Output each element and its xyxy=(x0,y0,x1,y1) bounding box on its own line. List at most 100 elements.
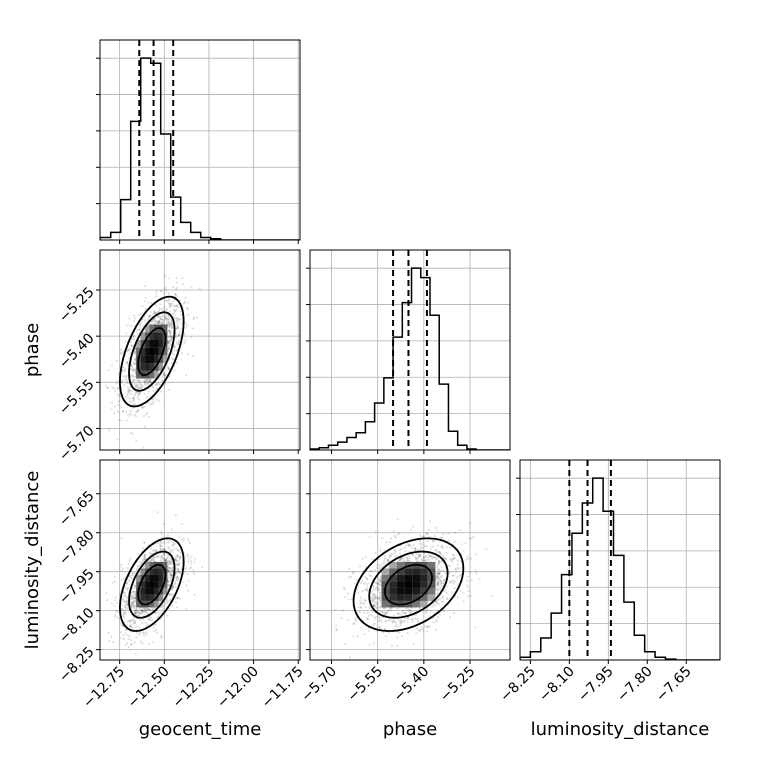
scatter-point xyxy=(395,607,398,611)
scatter-point xyxy=(141,642,144,645)
scatter-point xyxy=(462,600,465,603)
scatter-point xyxy=(138,322,142,325)
scatter-point xyxy=(127,348,130,351)
scatter-point xyxy=(141,618,144,621)
scatter-point xyxy=(131,603,135,606)
scatter-point xyxy=(179,317,182,321)
scatter-point xyxy=(440,545,443,548)
scatter-point xyxy=(167,298,171,301)
scatter-point xyxy=(435,618,438,621)
scatter-point xyxy=(176,596,179,599)
scatter-point xyxy=(431,540,435,543)
scatter-point xyxy=(135,411,138,414)
scatter-point xyxy=(422,629,425,632)
scatter-point xyxy=(449,557,452,560)
scatter-point xyxy=(176,326,180,329)
scatter-point xyxy=(431,545,435,548)
scatter-point xyxy=(129,400,132,403)
scatter-point xyxy=(384,556,387,560)
scatter-point xyxy=(134,612,137,615)
scatter-point xyxy=(187,560,190,563)
scatter-point xyxy=(134,392,137,395)
scatter-point xyxy=(126,597,129,600)
scatter-point xyxy=(165,307,168,311)
scatter-point xyxy=(130,401,133,404)
scatter-point xyxy=(440,580,443,583)
contour-2 xyxy=(352,537,465,632)
scatter-point xyxy=(173,305,176,308)
scatter-point xyxy=(143,379,147,383)
scatter-point xyxy=(139,611,142,615)
scatter-point xyxy=(132,599,135,602)
scatter-point xyxy=(439,582,442,585)
scatter-point xyxy=(366,577,369,580)
scatter-point xyxy=(364,599,367,602)
scatter-point xyxy=(440,536,443,539)
scatter-point xyxy=(159,544,162,547)
scatter-point xyxy=(149,552,152,555)
scatter-point xyxy=(436,557,439,561)
scatter-point xyxy=(450,580,454,583)
scatter-point xyxy=(167,317,170,320)
scatter-point xyxy=(140,612,143,615)
scatter-point xyxy=(143,425,146,428)
scatter-point xyxy=(344,596,347,599)
scatter-point xyxy=(440,560,443,563)
scatter-point xyxy=(121,369,124,372)
scatter-point xyxy=(131,406,134,410)
scatter-point xyxy=(113,411,116,415)
scatter-point xyxy=(113,405,116,408)
scatter-point xyxy=(149,378,153,381)
scatter-point xyxy=(384,612,387,615)
scatter-point xyxy=(163,373,166,376)
scatter-point xyxy=(169,540,172,543)
scatter-point xyxy=(187,579,190,582)
scatter-point xyxy=(129,352,132,355)
scatter-point xyxy=(132,572,135,575)
scatter-point xyxy=(172,346,176,349)
scatter-point xyxy=(175,276,178,280)
density-cell xyxy=(154,347,159,356)
scatter-point xyxy=(426,625,429,628)
scatter-point xyxy=(379,605,382,608)
scatter-point xyxy=(406,559,409,562)
scatter-point xyxy=(145,382,148,386)
scatter-point xyxy=(393,534,397,538)
scatter-point xyxy=(188,542,191,545)
scatter-point xyxy=(144,413,148,416)
scatter-point xyxy=(173,292,177,295)
scatter-point xyxy=(154,612,157,615)
contour-1 xyxy=(128,550,176,619)
scatter-point xyxy=(175,327,178,330)
scatter-point xyxy=(136,408,140,412)
scatter-point xyxy=(182,539,185,542)
scatter-point xyxy=(388,556,391,559)
scatter-point xyxy=(178,572,182,575)
scatter-point xyxy=(177,555,180,558)
scatter-point xyxy=(374,530,378,533)
scatter-point xyxy=(122,634,125,637)
scatter-point xyxy=(428,554,432,558)
scatter-point xyxy=(116,410,119,413)
scatter-point xyxy=(174,583,177,586)
scatter-point xyxy=(169,598,172,601)
scatter-point xyxy=(454,568,458,571)
scatter-point xyxy=(167,330,170,333)
scatter-point xyxy=(157,321,160,325)
scatter-point xyxy=(396,560,400,563)
scatter-point xyxy=(361,557,364,560)
scatter-point xyxy=(391,621,394,624)
scatter-point xyxy=(134,348,137,351)
scatter-point xyxy=(379,549,382,553)
scatter-point xyxy=(146,607,149,610)
scatter-point xyxy=(454,567,457,570)
scatter-point xyxy=(143,558,146,561)
scatter-point xyxy=(168,576,171,579)
scatter-point xyxy=(170,327,173,330)
scatter-point xyxy=(445,551,448,555)
scatter-point xyxy=(193,572,196,575)
scatter-point xyxy=(141,304,144,308)
scatter-point xyxy=(172,345,176,349)
scatter-point xyxy=(106,386,109,390)
scatter-point xyxy=(143,557,147,560)
